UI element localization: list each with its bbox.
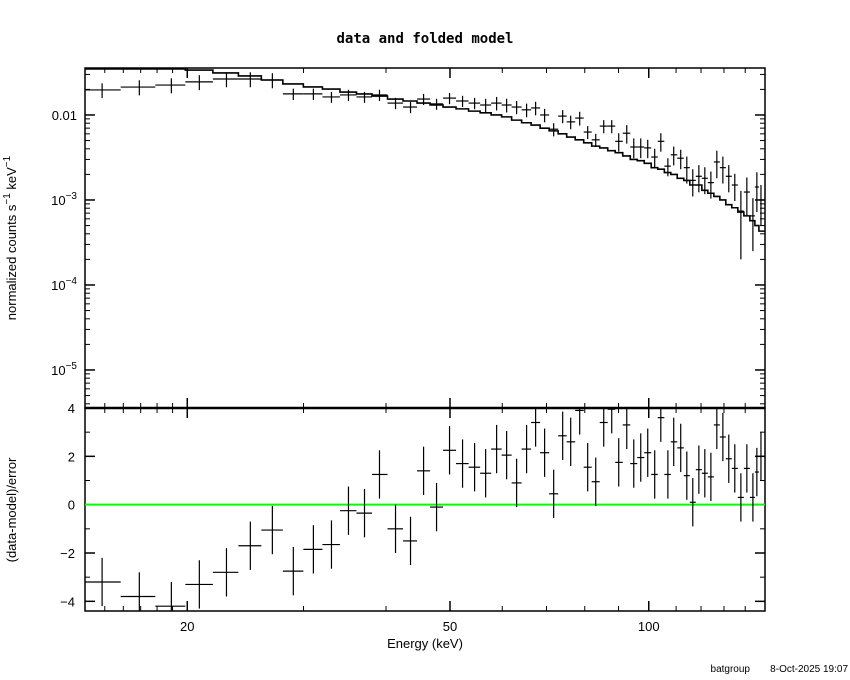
y-tick-label: 2 (68, 449, 75, 464)
x-tick-label: 20 (180, 619, 194, 634)
y-tick-label: 10−4 (51, 276, 77, 293)
tick-exponent: −4 (66, 276, 78, 287)
y-tick-label: −4 (60, 594, 75, 609)
x-axis-label: Energy (keV) (387, 636, 463, 651)
bottom-y-axis-label: (data-model)/error (4, 457, 19, 562)
y-tick-label: 10−5 (51, 361, 77, 378)
residual-plot-frame (84, 407, 766, 612)
top-data-layer (85, 68, 765, 260)
y-tick-label: 0 (68, 498, 75, 513)
tick-exponent: −5 (66, 361, 78, 372)
x-tick-label: 100 (638, 619, 660, 634)
tick-exponent: −3 (66, 191, 78, 202)
residual-data-layer (85, 408, 765, 611)
footer-date: 8-Oct-2025 19:07 (770, 664, 848, 675)
chart-title: data and folded model (336, 31, 513, 47)
y-tick-label: 4 (68, 401, 75, 416)
x-tick-label: 50 (443, 619, 457, 634)
tick-base: 10 (51, 193, 65, 208)
y-tick-label: −2 (60, 546, 75, 561)
top-plot-frame (84, 67, 766, 409)
y-tick-label: 0.01 (52, 108, 77, 123)
top-y-axis-label: normalized counts s−1 keV−1 (2, 155, 19, 320)
footer-user: batgroup (711, 664, 751, 675)
tick-base: 10 (51, 363, 65, 378)
folded-model-line (85, 68, 765, 232)
tick-base: 10 (51, 278, 65, 293)
y-tick-label: 10−3 (51, 191, 77, 208)
